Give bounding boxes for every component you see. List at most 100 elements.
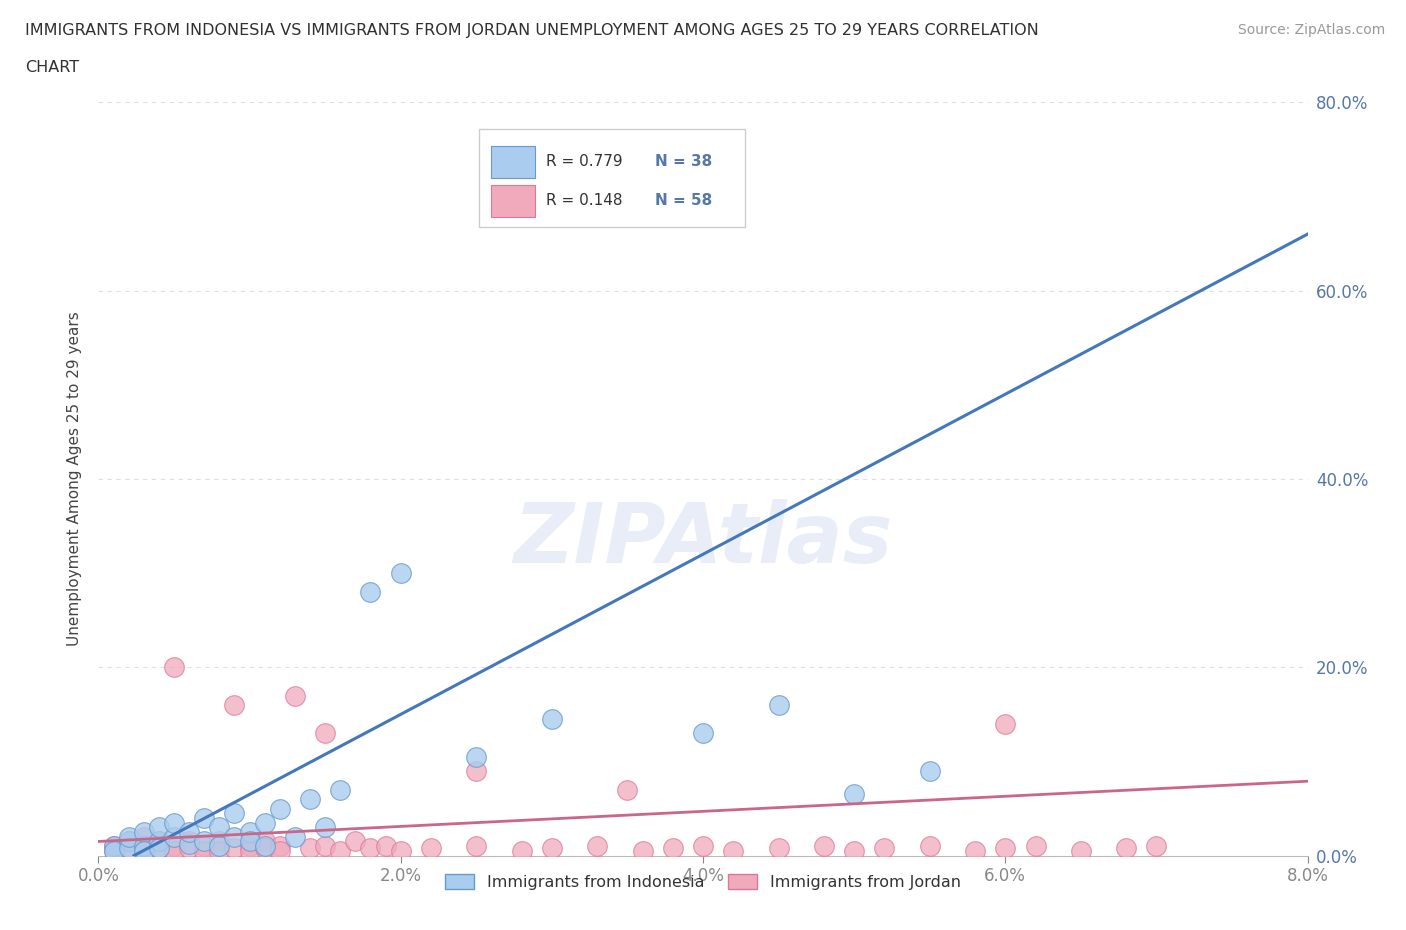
Point [239, 834, 262, 849]
Point [118, 844, 141, 858]
Point [631, 844, 654, 858]
Point [224, 830, 246, 844]
Point [253, 841, 276, 856]
Point [1070, 844, 1092, 858]
Point [132, 844, 155, 858]
Point [208, 820, 231, 835]
Point [132, 825, 155, 840]
Point [844, 844, 866, 858]
Point [918, 839, 941, 854]
Point [540, 841, 562, 856]
Text: N = 38: N = 38 [655, 153, 711, 168]
Legend: Immigrants from Indonesia, Immigrants from Jordan: Immigrants from Indonesia, Immigrants fr… [439, 868, 967, 897]
Point [314, 839, 336, 854]
Point [465, 839, 488, 854]
Point [768, 698, 790, 712]
Text: R = 0.779: R = 0.779 [546, 153, 623, 168]
Point [844, 787, 866, 802]
Point [132, 839, 155, 854]
Point [284, 830, 307, 844]
Point [148, 841, 170, 856]
Point [253, 816, 276, 830]
Text: CHART: CHART [25, 60, 79, 75]
Text: IMMIGRANTS FROM INDONESIA VS IMMIGRANTS FROM JORDAN UNEMPLOYMENT AMONG AGES 25 T: IMMIGRANTS FROM INDONESIA VS IMMIGRANTS … [25, 23, 1039, 38]
Point [389, 844, 412, 858]
Point [768, 841, 790, 856]
Point [239, 825, 262, 840]
Point [420, 841, 443, 856]
FancyBboxPatch shape [492, 146, 534, 178]
Point [329, 844, 352, 858]
Point [813, 839, 835, 854]
Point [918, 764, 941, 778]
Point [253, 839, 276, 854]
Point [299, 791, 322, 806]
Text: Source: ZipAtlas.com: Source: ZipAtlas.com [1237, 23, 1385, 37]
Point [179, 834, 201, 849]
Point [163, 816, 186, 830]
Point [299, 841, 322, 856]
Point [193, 839, 215, 854]
Point [103, 839, 125, 854]
Point [179, 825, 201, 840]
Point [132, 844, 155, 858]
Point [540, 711, 562, 726]
Point [994, 841, 1017, 856]
Point [148, 834, 170, 849]
Point [314, 820, 336, 835]
Point [132, 839, 155, 854]
Point [163, 830, 186, 844]
Point [103, 844, 125, 858]
Point [148, 834, 170, 849]
Point [465, 764, 488, 778]
Y-axis label: Unemployment Among Ages 25 to 29 years: Unemployment Among Ages 25 to 29 years [66, 312, 82, 646]
Point [118, 834, 141, 849]
Point [239, 844, 262, 858]
Point [389, 565, 412, 580]
Point [179, 841, 201, 856]
Point [284, 688, 307, 703]
Point [692, 725, 714, 740]
Point [224, 805, 246, 820]
Point [360, 585, 382, 600]
Point [118, 830, 141, 844]
Point [269, 839, 291, 854]
Point [723, 844, 745, 858]
Point [179, 837, 201, 852]
Point [239, 839, 262, 854]
Point [193, 844, 215, 858]
Point [118, 834, 141, 849]
FancyBboxPatch shape [479, 128, 745, 227]
Point [344, 834, 367, 849]
Point [616, 782, 638, 797]
Point [465, 750, 488, 764]
Point [193, 834, 215, 849]
Point [208, 839, 231, 854]
Point [224, 841, 246, 856]
Point [314, 725, 336, 740]
Point [224, 698, 246, 712]
Point [994, 716, 1017, 731]
Point [586, 839, 609, 854]
Point [1115, 841, 1137, 856]
Point [1025, 839, 1047, 854]
Point [103, 844, 125, 858]
Point [374, 839, 396, 854]
Text: R = 0.148: R = 0.148 [546, 193, 623, 207]
FancyBboxPatch shape [492, 185, 534, 217]
Point [360, 841, 382, 856]
Text: ZIPAtlas: ZIPAtlas [513, 498, 893, 579]
Text: N = 58: N = 58 [655, 193, 711, 207]
Point [208, 834, 231, 849]
Point [269, 801, 291, 816]
Point [329, 782, 352, 797]
Point [118, 841, 141, 856]
Point [132, 830, 155, 844]
Point [510, 844, 533, 858]
Point [253, 834, 276, 849]
Point [208, 844, 231, 858]
Point [692, 839, 714, 854]
Point [193, 811, 215, 826]
Point [163, 660, 186, 675]
Point [148, 820, 170, 835]
